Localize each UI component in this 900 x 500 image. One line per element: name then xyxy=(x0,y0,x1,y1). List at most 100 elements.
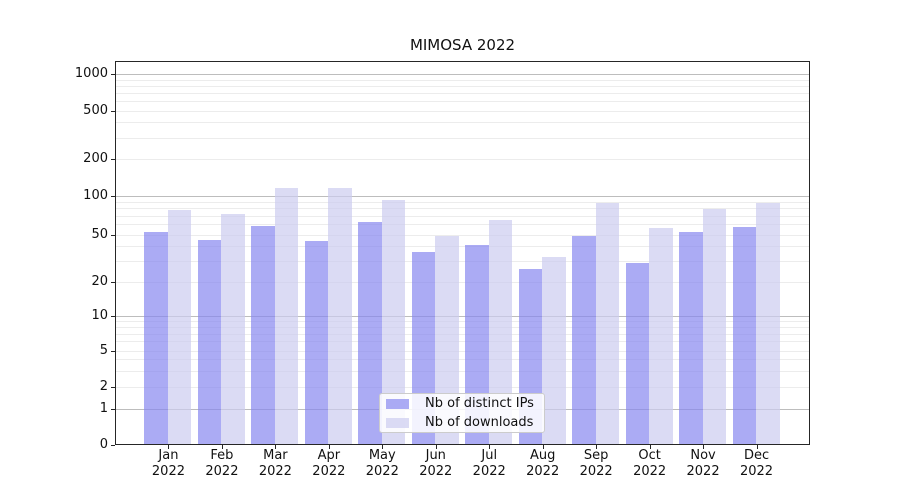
bar-nb-of-distinct-ips-oct xyxy=(625,263,650,444)
gridline-minor-9 xyxy=(116,321,809,323)
bar-nb-of-downloads-nov xyxy=(702,208,727,444)
y-tick-label-1000: 1000 xyxy=(74,66,108,81)
legend-swatch-downloads xyxy=(386,417,409,428)
y-tick-label-200: 200 xyxy=(83,151,108,166)
x-tick-label-feb: Feb 2022 xyxy=(205,448,239,479)
gridline-minor-300 xyxy=(116,137,809,139)
x-tick-mark-jan xyxy=(168,445,170,449)
x-tick-mark-may xyxy=(382,445,384,449)
gridline-minor-6 xyxy=(116,341,809,343)
x-tick-mark-feb xyxy=(221,445,223,449)
bar-nb-of-downloads-may xyxy=(381,199,406,444)
gridline-minor-200 xyxy=(116,159,809,160)
y-tick-mark-2 xyxy=(111,387,115,388)
legend: Nb of distinct IPs Nb of downloads xyxy=(379,393,545,433)
x-tick-label-jun: Jun 2022 xyxy=(419,448,453,479)
gridline-minor-900 xyxy=(116,79,809,81)
bar-nb-of-downloads-mar xyxy=(274,188,299,444)
y-tick-mark-50 xyxy=(111,234,115,236)
gridline-minor-70 xyxy=(116,215,809,217)
y-tick-mark-10 xyxy=(111,316,115,317)
y-tick-mark-200 xyxy=(111,159,115,160)
x-tick-label-jul: Jul 2022 xyxy=(472,448,506,479)
x-tick-mark-jun xyxy=(435,445,437,449)
gridline-minor-60 xyxy=(116,224,809,226)
x-tick-mark-mar xyxy=(275,445,277,449)
x-tick-label-apr: Apr 2022 xyxy=(312,448,346,479)
x-tick-label-dec: Dec 2022 xyxy=(739,448,774,479)
bar-nb-of-distinct-ips-feb xyxy=(197,240,222,444)
bar-nb-of-downloads-oct xyxy=(649,228,673,444)
y-tick-mark-1000 xyxy=(111,74,115,75)
gridline-minor-500 xyxy=(116,110,809,112)
x-tick-label-nov: Nov 2022 xyxy=(686,448,720,479)
y-tick-label-0: 0 xyxy=(99,437,108,452)
plot-area xyxy=(115,61,810,445)
bar-nb-of-downloads-sep xyxy=(595,203,620,444)
gridline-major-100 xyxy=(116,196,809,197)
x-tick-mark-dec xyxy=(756,445,758,449)
x-tick-mark-sep xyxy=(596,445,598,449)
bar-nb-of-downloads-dec xyxy=(756,202,780,444)
gridline-minor-700 xyxy=(116,92,809,94)
bar-nb-of-distinct-ips-nov xyxy=(679,232,703,444)
bar-nb-of-downloads-aug xyxy=(542,256,566,444)
x-tick-mark-apr xyxy=(328,445,330,449)
y-tick-label-50: 50 xyxy=(91,226,108,242)
gridline-minor-8 xyxy=(116,327,809,329)
bar-nb-of-distinct-ips-apr xyxy=(304,241,329,444)
gridline-major-10 xyxy=(116,316,809,317)
bar-nb-of-distinct-ips-jan xyxy=(144,232,168,444)
bar-nb-of-downloads-jun xyxy=(435,235,459,444)
y-tick-mark-20 xyxy=(111,281,115,283)
y-tick-mark-500 xyxy=(111,110,115,112)
y-tick-label-100: 100 xyxy=(83,188,108,203)
y-tick-label-500: 500 xyxy=(83,102,108,118)
gridline-minor-3 xyxy=(116,370,809,372)
gridline-minor-4 xyxy=(116,359,809,361)
gridline-minor-80 xyxy=(116,208,809,210)
y-tick-label-5: 5 xyxy=(99,342,108,358)
gridline-minor-600 xyxy=(116,101,809,103)
bar-nb-of-downloads-jan xyxy=(167,209,192,444)
y-tick-mark-1 xyxy=(111,409,115,410)
legend-item-distinct-ips: Nb of distinct IPs xyxy=(380,394,544,413)
y-tick-label-10: 10 xyxy=(91,308,108,323)
bar-nb-of-downloads-feb xyxy=(221,214,245,444)
legend-label-distinct-ips: Nb of distinct IPs xyxy=(425,396,534,411)
x-tick-mark-aug xyxy=(542,445,544,449)
bar-nb-of-distinct-ips-may xyxy=(358,222,382,444)
legend-swatch-distinct-ips xyxy=(386,398,409,409)
gridline-minor-90 xyxy=(116,201,809,203)
x-tick-mark-oct xyxy=(649,445,651,449)
gridline-minor-40 xyxy=(116,245,809,247)
gridline-minor-20 xyxy=(116,281,809,283)
y-tick-mark-0 xyxy=(111,445,115,446)
gridline-minor-7 xyxy=(116,333,809,335)
legend-label-downloads: Nb of downloads xyxy=(425,415,534,430)
gridline-minor-30 xyxy=(116,260,809,262)
y-tick-mark-100 xyxy=(111,196,115,197)
x-tick-mark-nov xyxy=(703,445,705,449)
x-tick-label-mar: Mar 2022 xyxy=(258,448,292,479)
gridline-minor-800 xyxy=(116,85,809,87)
x-tick-label-aug: Aug 2022 xyxy=(526,448,560,479)
bar-nb-of-distinct-ips-dec xyxy=(732,227,757,444)
y-tick-label-1: 1 xyxy=(99,401,108,416)
y-tick-mark-5 xyxy=(111,350,115,352)
y-tick-label-20: 20 xyxy=(91,273,108,289)
gridline-major-1000 xyxy=(116,74,809,75)
x-tick-label-sep: Sep 2022 xyxy=(579,448,613,479)
bar-nb-of-downloads-jul xyxy=(488,219,513,444)
gridline-minor-50 xyxy=(116,234,809,236)
gridline-minor-2 xyxy=(116,387,809,388)
x-tick-label-oct: Oct 2022 xyxy=(633,448,667,479)
gridline-minor-5 xyxy=(116,350,809,352)
gridline-minor-400 xyxy=(116,122,809,124)
y-tick-label-2: 2 xyxy=(99,379,108,394)
legend-item-downloads: Nb of downloads xyxy=(380,413,544,432)
x-tick-label-jan: Jan 2022 xyxy=(151,448,185,479)
bar-nb-of-downloads-apr xyxy=(328,187,352,444)
bar-nb-of-distinct-ips-sep xyxy=(572,235,596,444)
